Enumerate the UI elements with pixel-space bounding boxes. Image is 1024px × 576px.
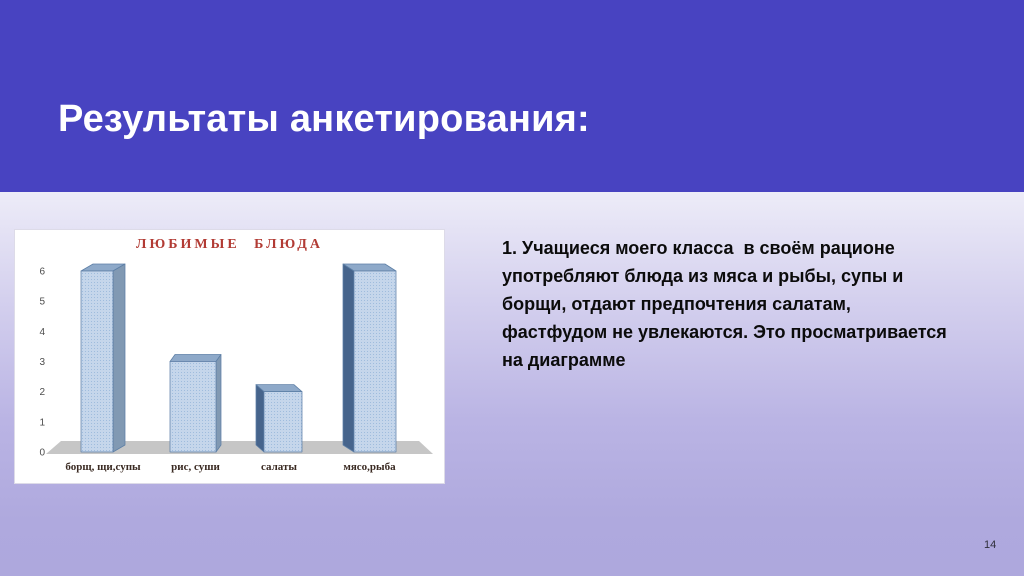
category-label: мясо,рыба: [343, 461, 396, 473]
page-number: 14: [984, 539, 997, 551]
chart-title: ЛЮБИМЫЕ БЛЮДА: [136, 237, 323, 252]
body-text-line: употребляют блюда из мяса и рыбы, супы и: [502, 266, 904, 286]
bar-side-face: [342, 263, 355, 453]
bar-side-face: [215, 354, 222, 453]
chart-floor-shadow: [46, 441, 433, 454]
bar-front-face: [80, 270, 114, 453]
category-label: рис, суши: [171, 461, 220, 473]
bar-front-face: [263, 391, 303, 453]
chart-panel: ЛЮБИМЫЕ БЛЮДА 0 1 2 3 4 5 6 борщ, щи,супы рис, с…: [14, 229, 445, 484]
y-axis-tick-label: 4: [39, 327, 45, 338]
body-text-line: фастфудом не увлекаются. Это просматрива…: [502, 322, 947, 342]
bar-front-face: [353, 270, 397, 453]
bar-top-face: [169, 354, 222, 362]
y-axis-tick-label: 6: [39, 267, 45, 278]
bar-side-face: [255, 384, 265, 453]
y-axis-tick-label: 2: [39, 387, 45, 398]
y-axis-tick-label: 1: [39, 417, 45, 428]
body-text-line: 1. Учащиеся моего класса в своём рационе: [502, 238, 895, 258]
bar-chart: 0 1 2 3 4 5 6 борщ, щи,супы рис, суши салаты мясо,…: [39, 263, 433, 473]
y-axis-tick-label: 5: [39, 297, 45, 308]
body-text: 1. Учащиеся моего класса в своём рационе…: [502, 234, 952, 374]
y-axis-tick-label: 3: [39, 357, 45, 368]
header-band: [0, 0, 1024, 192]
bar-side-face: [112, 263, 126, 453]
slide-title: Результаты анкетирования:: [58, 98, 590, 140]
body-text-line: на диаграмме: [502, 350, 626, 370]
y-axis-tick-label: 0: [39, 448, 45, 459]
category-label: салаты: [261, 461, 297, 473]
body-text-line: борщи, отдают предпочтения салатам,: [502, 294, 851, 314]
bar-front-face: [169, 361, 217, 453]
category-label: борщ, щи,супы: [65, 461, 141, 473]
